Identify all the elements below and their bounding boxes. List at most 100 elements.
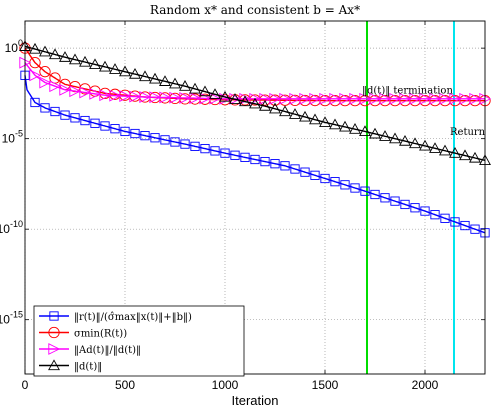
- series-2-point: [39, 76, 52, 89]
- legend-marker-0: [49, 311, 59, 321]
- series-0-point: [30, 97, 40, 108]
- series-2-point: [449, 92, 462, 105]
- series-0-point: [260, 156, 270, 167]
- series-3-point: [329, 118, 341, 130]
- series-3-point: [129, 67, 141, 79]
- series-3-point: [299, 110, 311, 122]
- series-0-point: [100, 121, 110, 131]
- series-2-point: [139, 91, 152, 103]
- series-0-point: [430, 210, 440, 220]
- series-2-point: [99, 89, 112, 102]
- series-0-point: [340, 180, 350, 190]
- series-3-point: [259, 99, 271, 111]
- series-2-point: [149, 91, 162, 104]
- series-3-point: [99, 60, 111, 72]
- series-3-point: [409, 137, 421, 149]
- series-2-point: [89, 87, 102, 100]
- series-0-point: [420, 206, 430, 216]
- series-3-point: [89, 58, 101, 70]
- series-0-point: [70, 113, 80, 123]
- x-tick-label: 1500: [312, 378, 339, 392]
- series-3-point: [309, 113, 321, 125]
- series-0-point: [240, 152, 250, 162]
- x-tick-label: 500: [115, 378, 135, 392]
- series-0-point: [470, 224, 480, 234]
- series-0-point: [230, 150, 240, 160]
- series-0-point: [120, 126, 130, 137]
- series-2-point: [439, 92, 452, 105]
- series-0-point: [130, 128, 140, 139]
- series-3-point: [289, 108, 301, 119]
- series-2-point: [399, 92, 412, 105]
- series-0-point: [220, 148, 230, 158]
- series-2-point: [429, 92, 442, 105]
- series-3-point: [449, 147, 461, 158]
- legend-label-1: σmin(R(t)): [74, 329, 127, 340]
- x-tick-label: 0: [22, 378, 29, 392]
- series-3-point: [169, 77, 181, 89]
- series-3-point: [219, 90, 231, 102]
- series-2-point: [379, 92, 392, 105]
- series-0-point: [250, 154, 260, 165]
- series-2-point: [129, 90, 142, 103]
- series-2-point: [289, 92, 302, 105]
- x-tick-label: 2000: [412, 378, 439, 392]
- series-0-point: [140, 131, 150, 141]
- series-2-point: [279, 92, 292, 105]
- series-2-point: [419, 92, 432, 105]
- series-3-point: [189, 82, 201, 94]
- x-tick-label: 1000: [212, 378, 239, 392]
- series-2-point: [179, 92, 192, 104]
- series-0-point: [280, 161, 290, 171]
- series-2-point: [299, 92, 312, 105]
- series-3-point: [389, 132, 401, 144]
- legend-label-3: ‖d(t)‖: [74, 362, 102, 373]
- series-3-point: [159, 75, 171, 86]
- series-0-point: [150, 133, 160, 143]
- series-3-point: [439, 144, 451, 156]
- series-3-point: [209, 88, 221, 99]
- y-tick-label: 10-5: [2, 129, 23, 146]
- legend-label-2: ‖Ad(t)‖/‖d(t)‖: [74, 345, 141, 356]
- series-2-point: [269, 92, 282, 105]
- series-3-point: [199, 85, 211, 97]
- series-2-point: [329, 92, 342, 105]
- series-3-point: [239, 95, 251, 107]
- series-3-point: [69, 53, 81, 65]
- series-0-point: [440, 213, 450, 223]
- chart-title: Random x* and consistent b = Ax*: [150, 3, 360, 17]
- series-2-point: [389, 92, 402, 105]
- series-3-point: [339, 120, 351, 132]
- series-2-point: [159, 91, 172, 104]
- series-3-point: [249, 97, 261, 109]
- series-0-point: [360, 186, 370, 196]
- series-0-point: [180, 139, 190, 149]
- series-line-1: [24, 47, 485, 102]
- series-3-point: [269, 102, 281, 114]
- legend-marker-2: [48, 343, 61, 355]
- series-3-point: [39, 45, 51, 57]
- series-3-point: [139, 70, 151, 82]
- series-0-point: [60, 110, 70, 120]
- series-3-point: [59, 51, 71, 62]
- series-2-point: [169, 91, 182, 104]
- series-3-point: [49, 48, 61, 60]
- series-2-point: [109, 89, 122, 102]
- series-line-0: [24, 75, 486, 234]
- annotation-0: ‖d(t)‖ termination: [362, 85, 453, 96]
- series-0-point: [210, 146, 220, 156]
- series-2-point: [29, 69, 42, 82]
- series-3-point: [109, 63, 121, 74]
- legend-marker-3: [48, 359, 60, 371]
- series-2-point: [59, 83, 72, 96]
- series-0-point: [370, 189, 380, 200]
- series-0-point: [320, 173, 330, 184]
- axes-box: [24, 20, 486, 375]
- series-0-point: [290, 164, 300, 174]
- series-2-point: [119, 90, 132, 103]
- series-3-point: [29, 42, 41, 54]
- series-0-point: [200, 144, 210, 154]
- series-2-point: [349, 92, 362, 105]
- annotation-1: Return: [450, 127, 486, 138]
- series-3-point: [229, 93, 241, 104]
